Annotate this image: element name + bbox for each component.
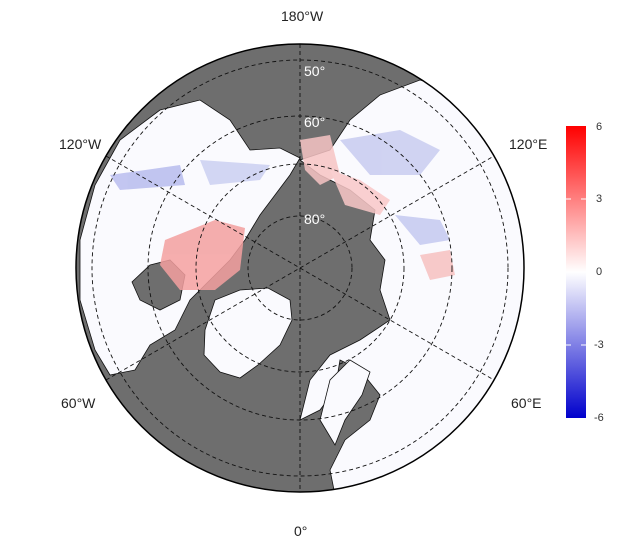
lat-label-80: 80° (304, 211, 325, 227)
lon-label-60e: 60°E (511, 395, 542, 411)
longitude-grid (105, 44, 495, 492)
colorbar-tick-neg6: -6 (594, 412, 604, 424)
lat-label-50: 50° (304, 63, 325, 79)
lon-label-0: 0° (294, 523, 308, 539)
colorbar-tick-3: 3 (596, 193, 603, 205)
colorbar-tick-0: 0 (596, 266, 603, 278)
lon-label-60w: 60°W (61, 395, 96, 411)
lon-label-180w: 180°W (281, 8, 324, 24)
lon-label-120w: 120°W (59, 136, 102, 152)
lat-label-60: 60° (304, 114, 325, 130)
lon-label-120e: 120°E (509, 136, 548, 152)
colorbar-tick-6: 6 (596, 121, 603, 133)
anomaly-patches (110, 130, 455, 290)
scandinavia-land (319, 359, 371, 446)
map-border (75, 43, 525, 493)
colorbar-tick-neg3: -3 (594, 339, 604, 351)
